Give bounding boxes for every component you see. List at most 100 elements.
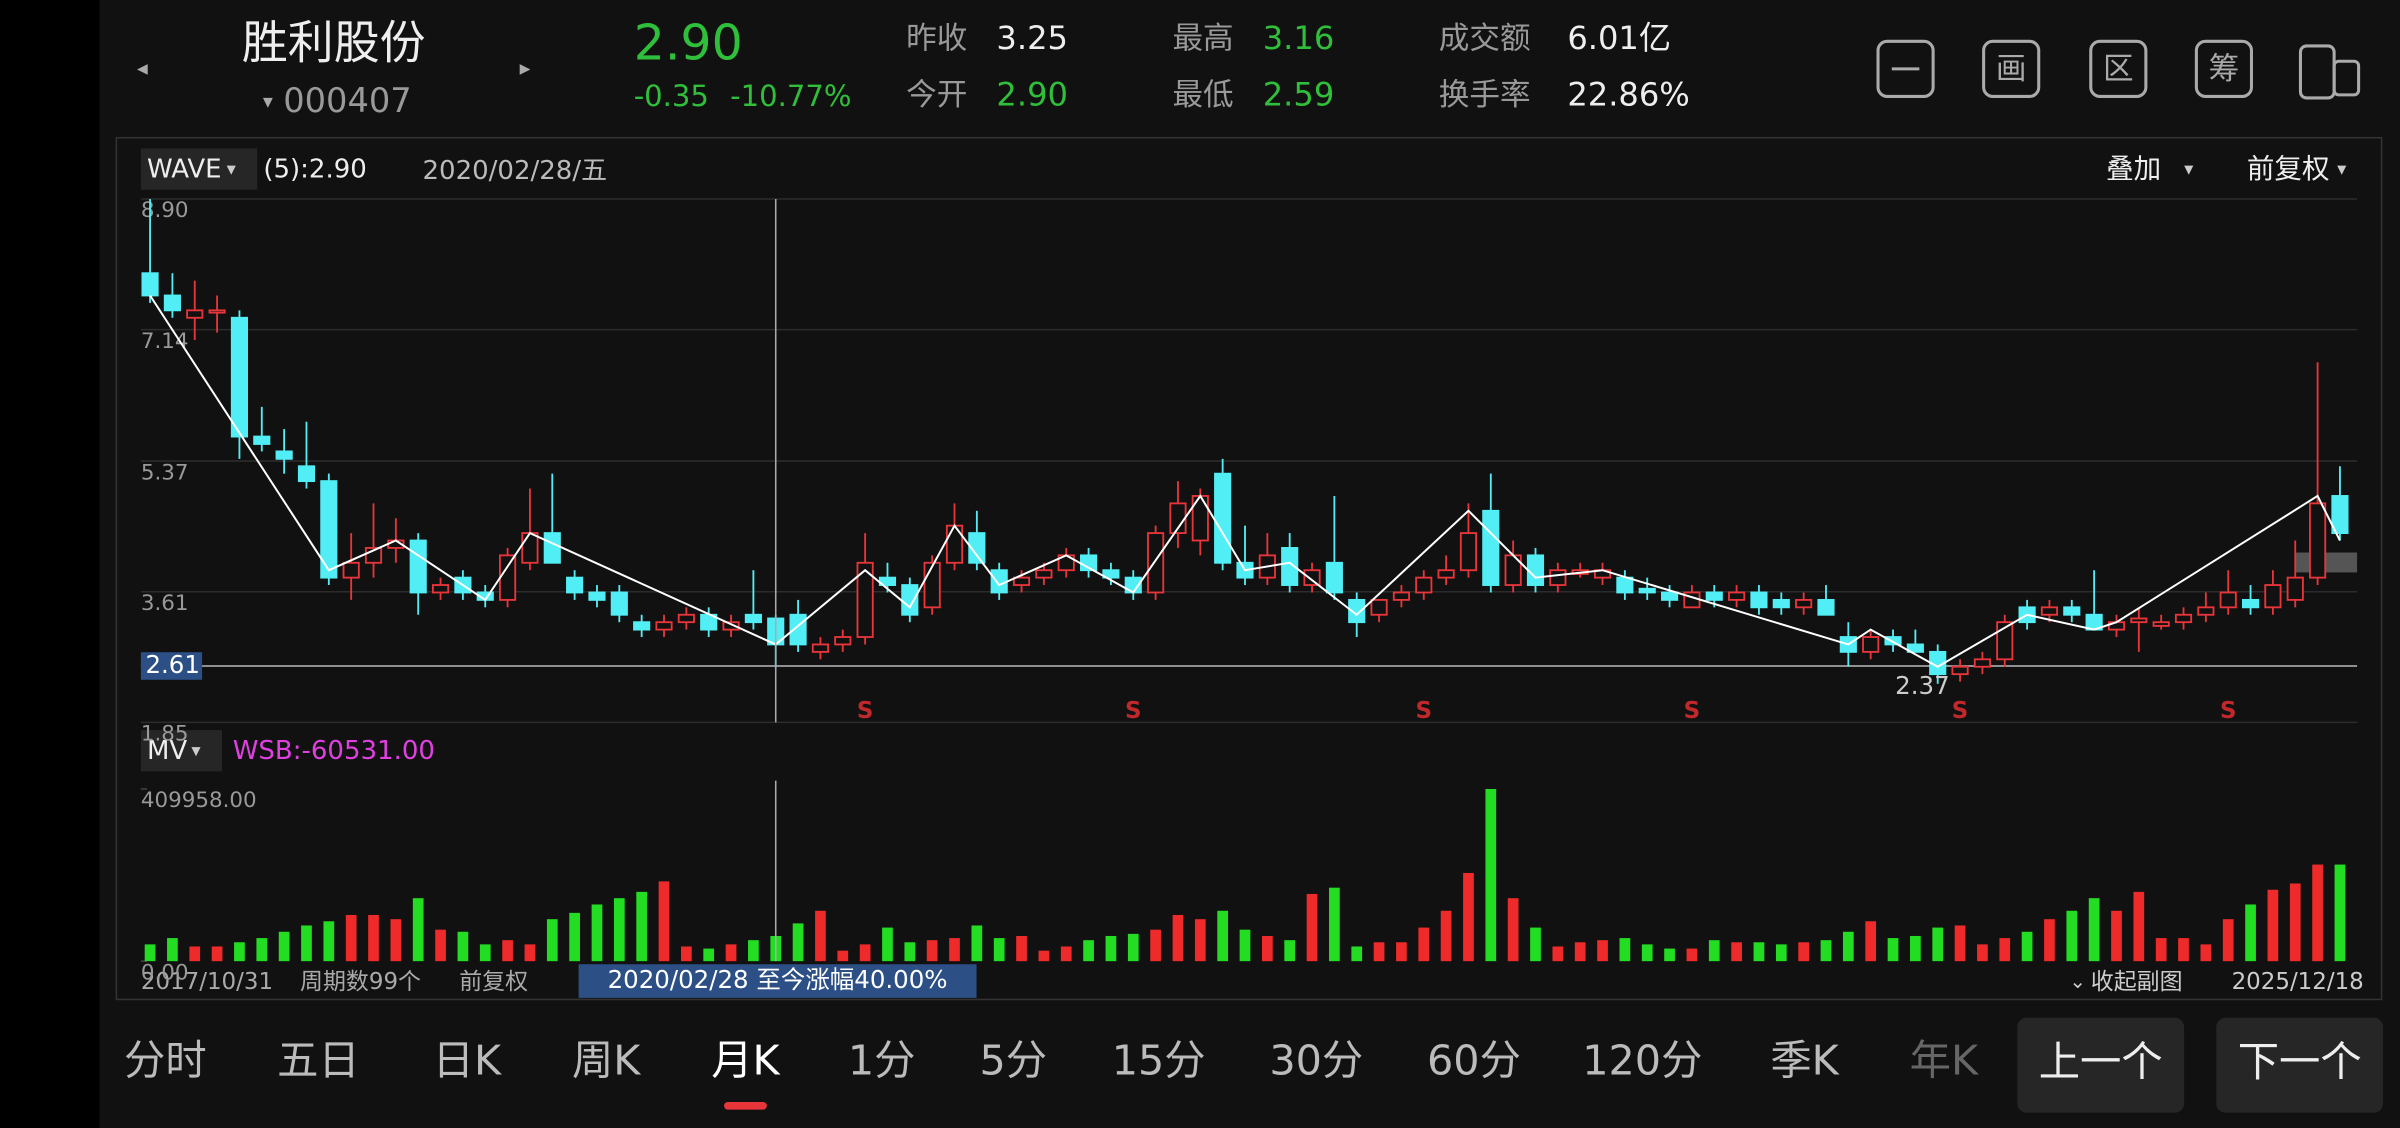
tab[interactable]: 60分: [1427, 1037, 1521, 1085]
candle-body: [253, 435, 271, 445]
tab[interactable]: 五日: [277, 1037, 360, 1085]
candle-body: [2309, 502, 2327, 579]
candle-body: [521, 532, 539, 564]
vol-indicator-box[interactable]: [140, 730, 222, 772]
next-stock[interactable]: ▸: [520, 56, 531, 81]
volume-bar: [323, 921, 335, 962]
toolbar-icon[interactable]: 画: [1996, 52, 2027, 87]
tab[interactable]: 分时: [124, 1037, 207, 1085]
volume-bar: [1597, 940, 1608, 962]
volume-bar: [211, 946, 223, 962]
left-strip: [0, 0, 100, 1128]
tab[interactable]: 30分: [1269, 1037, 1363, 1085]
tab[interactable]: 5分: [979, 1037, 1047, 1085]
stat-value: 6.01亿: [1567, 19, 1671, 57]
candle-body: [1281, 547, 1299, 586]
adjust[interactable]: 前复权: [2247, 153, 2330, 185]
icon-frame[interactable]: [1876, 39, 1935, 98]
volume-bar: [1910, 935, 1921, 962]
collapse[interactable]: 收起副图: [2091, 969, 2183, 995]
volume-bar: [926, 940, 938, 962]
tab-underline: [724, 1101, 767, 1110]
volume-bar: [1887, 938, 1899, 962]
vol-indicator[interactable]: MV: [147, 736, 187, 766]
volume-bar: [546, 919, 558, 962]
indicator-box[interactable]: [140, 148, 258, 190]
stat-value: 3.25: [996, 19, 1068, 57]
vol-tick-label: 409958.00: [141, 788, 257, 813]
volume-bar: [971, 925, 983, 962]
volume-bar: [1775, 944, 1787, 962]
volume-bar: [2044, 919, 2055, 962]
candle-body: [722, 621, 740, 631]
candle-body: [2286, 576, 2304, 601]
prev-stock[interactable]: ◂: [137, 56, 148, 81]
periods: 周期数99个: [300, 969, 421, 995]
volume-bar: [1977, 944, 1988, 962]
tab[interactable]: 月K: [711, 1037, 780, 1085]
overlay[interactable]: 叠加: [2106, 153, 2161, 185]
volume-bar: [993, 938, 1005, 962]
tab[interactable]: 年K: [1910, 1037, 1979, 1085]
icon-frame[interactable]: [1982, 39, 2041, 98]
volume-bar: [301, 925, 312, 962]
stat-value: 3.16: [1263, 19, 1335, 57]
candle-body: [275, 450, 293, 460]
candle-body: [1526, 554, 1545, 586]
volume-bar: [2334, 864, 2346, 962]
change: -0.35: [634, 79, 709, 113]
candle-body: [1549, 569, 1567, 586]
stock-code: 000407: [283, 81, 411, 120]
signal: S: [857, 698, 874, 724]
volume-bar: [1217, 910, 1229, 962]
icon-frame[interactable]: [2194, 39, 2254, 98]
candle-body: [1482, 509, 1500, 586]
volume-bar: [1842, 931, 1854, 962]
volume-bar: [949, 938, 960, 962]
candle-body: [141, 272, 159, 297]
toolbar-icon[interactable]: 筹: [2209, 52, 2240, 87]
tab[interactable]: 15分: [1112, 1037, 1206, 1085]
button-bg[interactable]: [2017, 1017, 2185, 1113]
volume-bar: [234, 942, 245, 962]
tab[interactable]: 日K: [433, 1037, 502, 1085]
candle-body: [1795, 598, 1813, 609]
candle-body: [1303, 569, 1321, 586]
volume-bar: [502, 940, 513, 962]
tab[interactable]: 季K: [1770, 1037, 1839, 1085]
wsb: WSB:-60531.00: [233, 736, 435, 766]
volume-bar: [1150, 929, 1161, 962]
dropdown-arrow: ▾: [227, 159, 237, 180]
volume-bar: [2155, 938, 2167, 962]
indicator[interactable]: WAVE: [147, 154, 222, 184]
icon-frame[interactable]: [2089, 39, 2148, 98]
tab[interactable]: 周K: [572, 1037, 641, 1085]
icon-phone: [2332, 59, 2361, 97]
tab[interactable]: 1分: [848, 1037, 916, 1085]
button[interactable]: 下一个: [2238, 1038, 2362, 1086]
button[interactable]: 上一个: [2039, 1038, 2163, 1086]
tab[interactable]: 120分: [1582, 1037, 1702, 1085]
volume-bar: [2178, 938, 2189, 962]
candle-body: [208, 309, 226, 314]
volume-bar: [1463, 872, 1474, 962]
candle-body: [923, 561, 941, 609]
volume-bar: [1641, 944, 1653, 962]
button-bg[interactable]: [2216, 1017, 2384, 1113]
toolbar-icon[interactable]: 区: [2103, 52, 2134, 87]
volume-bar: [1127, 933, 1139, 962]
collapse-arrow[interactable]: ⌄: [2069, 970, 2086, 993]
volume-bar: [815, 910, 826, 962]
volume-bar: [2133, 891, 2145, 962]
candle-body: [655, 621, 673, 631]
stat-label: 成交额: [1439, 21, 1531, 56]
change-pct: -10.77%: [730, 79, 851, 113]
candle-body: [1750, 591, 1768, 609]
volume-bar: [703, 948, 715, 962]
volume-bar: [435, 929, 446, 962]
y-tick-label: 3.61: [141, 591, 189, 616]
volume-bar: [1731, 942, 1742, 962]
code-arrow[interactable]: ▾: [263, 90, 273, 113]
volume-bar: [167, 938, 178, 962]
